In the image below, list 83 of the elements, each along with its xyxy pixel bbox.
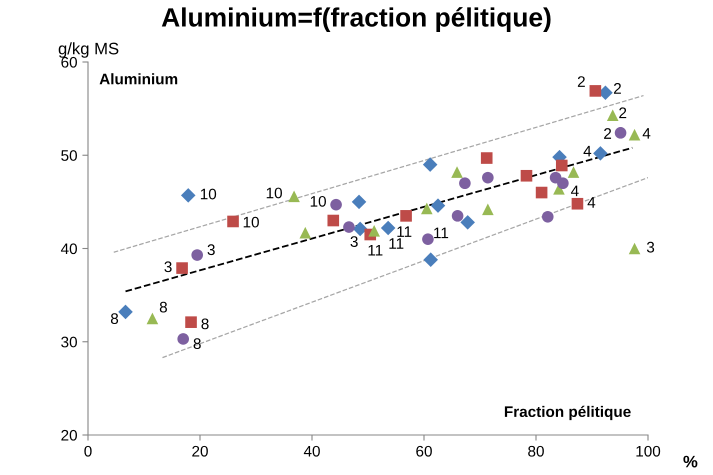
annotation: 11	[434, 228, 448, 238]
annotation: Fraction pélitique	[504, 406, 631, 420]
x-axis-title: %	[683, 456, 698, 468]
point	[430, 198, 446, 213]
annotation: 3	[208, 244, 215, 256]
annotation: 2	[604, 128, 612, 139]
y-tick-label: 40	[60, 243, 77, 254]
point	[480, 152, 493, 164]
annotation: 4	[642, 128, 650, 139]
point	[572, 198, 584, 210]
point	[327, 214, 340, 226]
point	[606, 109, 619, 121]
annotation: 3	[164, 261, 172, 272]
x-tick-label: 80	[528, 446, 544, 457]
point	[177, 333, 190, 345]
x-tick-label: 40	[304, 446, 320, 457]
x-tick-label: 100	[636, 446, 660, 457]
x-tick-label: 60	[416, 446, 432, 457]
point	[536, 186, 548, 198]
point	[482, 172, 494, 184]
point	[422, 157, 438, 172]
point	[288, 190, 300, 202]
point	[118, 304, 133, 320]
annotation: 2	[619, 107, 626, 118]
annotation: 11	[389, 238, 404, 249]
point	[330, 198, 342, 210]
annotation: 11	[368, 244, 382, 256]
point	[299, 226, 312, 238]
point	[628, 128, 640, 141]
annotation: 8	[194, 338, 201, 350]
point	[590, 85, 602, 97]
point	[191, 249, 204, 261]
x-tick-label: 20	[192, 446, 208, 457]
point	[368, 224, 380, 237]
point	[542, 210, 554, 223]
annotation: 8	[110, 313, 118, 324]
point	[146, 312, 158, 324]
point	[557, 177, 569, 190]
y-tick-label: 50	[61, 150, 77, 161]
annotation: 4	[584, 146, 592, 156]
point	[628, 242, 640, 254]
point	[185, 316, 197, 328]
annotation: Aluminium	[100, 73, 178, 84]
point	[423, 252, 438, 267]
y-tick-label: 20	[61, 430, 77, 441]
annotation: 10	[200, 188, 216, 200]
annotation: 10	[310, 196, 326, 207]
annotation: 4	[570, 186, 579, 196]
point	[460, 215, 475, 230]
point	[520, 170, 532, 182]
annotation: 4	[588, 197, 596, 208]
y-tick-label: 60	[61, 56, 77, 68]
point	[556, 160, 568, 172]
annotation: 8	[160, 302, 167, 313]
point	[452, 210, 464, 222]
point	[614, 127, 626, 139]
point	[482, 204, 494, 216]
annotation: 2	[614, 83, 621, 94]
y-axis-title: g/kg MS	[58, 42, 118, 58]
annotation: 11	[397, 226, 412, 237]
point	[180, 188, 196, 203]
point	[352, 222, 368, 236]
annotation: 8	[201, 318, 209, 330]
point	[400, 210, 412, 222]
x-tick-label: 0	[84, 446, 92, 457]
point	[227, 216, 239, 228]
annotation: 3	[350, 236, 358, 248]
point	[451, 166, 463, 178]
point	[568, 166, 580, 178]
point	[380, 220, 396, 236]
annotation: 2	[578, 76, 585, 87]
point	[176, 262, 188, 274]
point	[422, 233, 434, 245]
point	[593, 146, 608, 161]
annotation: 3	[646, 242, 654, 253]
point	[420, 202, 433, 214]
y-tick-label: 30	[61, 336, 77, 348]
chart-title: Aluminium=f(fraction pélitique)	[162, 7, 551, 32]
annotation: 10	[266, 188, 282, 198]
annotation: 10	[244, 216, 259, 228]
point	[343, 221, 355, 233]
point	[459, 177, 471, 190]
point	[352, 194, 366, 210]
